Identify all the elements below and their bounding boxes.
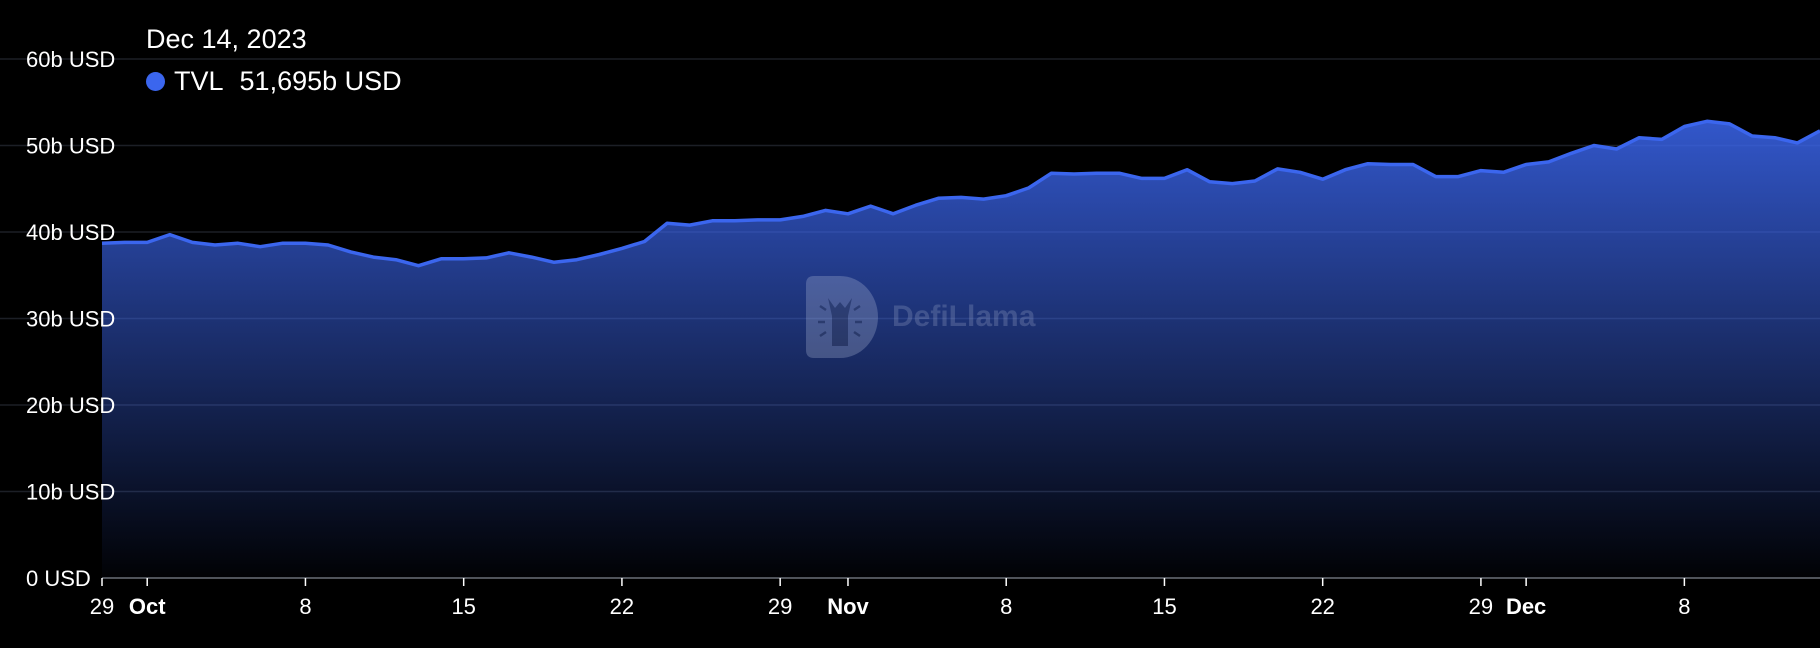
x-tick-label: 8 xyxy=(1000,594,1012,619)
x-tick-label: Nov xyxy=(827,594,869,619)
x-tick-label: Oct xyxy=(129,594,166,619)
y-axis-labels: 0 USD 10b USD 20b USD 30b USD 40b USD 50b USD… xyxy=(26,47,115,591)
y-tick-label: 60b USD xyxy=(26,47,115,72)
tooltip-row: TVL 51,695b USD xyxy=(146,66,402,97)
x-tick-label: 29 xyxy=(768,594,792,619)
x-tick-label: 22 xyxy=(610,594,634,619)
tooltip-value: 51,695b USD xyxy=(239,66,402,96)
series-dot-icon xyxy=(146,72,165,91)
x-tick-label: 15 xyxy=(1152,594,1176,619)
y-tick-label: 40b USD xyxy=(26,220,115,245)
y-tick-label: 50b USD xyxy=(26,134,115,159)
y-tick-label: 30b USD xyxy=(26,307,115,332)
y-tick-label: 20b USD xyxy=(26,393,115,418)
x-tick-label: Dec xyxy=(1506,594,1546,619)
watermark-text: DefiLlama xyxy=(892,300,1036,333)
tvl-line xyxy=(101,119,1820,268)
x-tick-label: 29 xyxy=(90,594,114,619)
watermark: DefiLlama xyxy=(806,276,1035,358)
y-tick-label: 10b USD xyxy=(26,480,115,505)
x-axis-labels: 29 Oct 8 15 22 29 Nov 8 15 22 29 Dec 8 xyxy=(90,578,1690,619)
x-tick-label: 8 xyxy=(1678,594,1690,619)
y-tick-label: 0 USD xyxy=(26,566,91,591)
tooltip-date: Dec 14, 2023 xyxy=(146,24,307,54)
tvl-area xyxy=(102,121,1820,579)
x-tick-label: 15 xyxy=(451,594,475,619)
llama-logo-icon xyxy=(806,276,878,358)
x-tick-label: 8 xyxy=(299,594,311,619)
x-tick-label: 29 xyxy=(1469,594,1493,619)
x-tick-label: 22 xyxy=(1310,594,1334,619)
tooltip-series-label: TVL xyxy=(174,66,224,96)
